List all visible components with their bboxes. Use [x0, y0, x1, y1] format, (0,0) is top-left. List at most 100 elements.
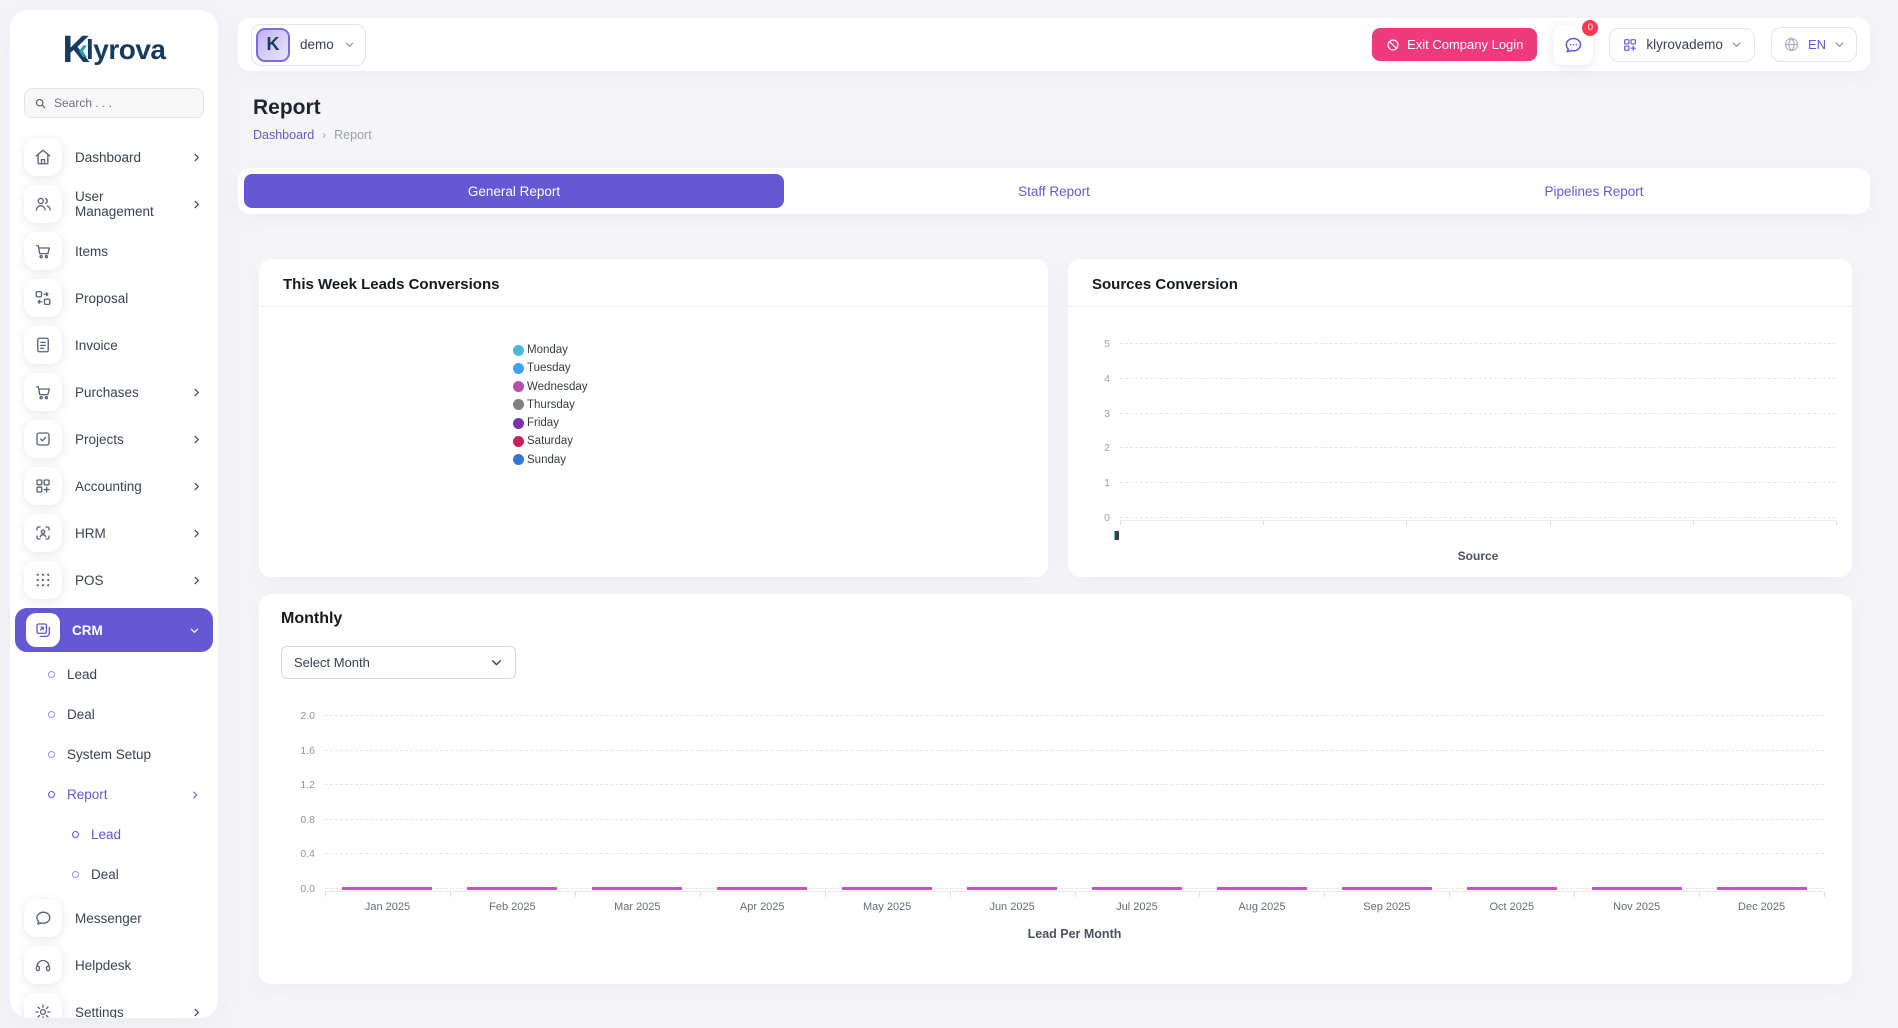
sidebar-item-proposal[interactable]: Proposal	[24, 279, 204, 317]
sidebar-subitem-label: Deal	[91, 867, 204, 882]
bar	[1467, 887, 1557, 890]
y-axis-tick-label: 5	[1084, 338, 1110, 350]
x-axis-tick	[1574, 892, 1575, 897]
bar	[467, 887, 557, 890]
sidebar-item-label: Proposal	[75, 291, 204, 306]
bar-slot	[450, 887, 575, 890]
divider	[259, 306, 1048, 307]
sidebar-item-pos[interactable]: POS	[24, 561, 204, 599]
x-axis-tick	[1120, 521, 1121, 525]
tab-general-report[interactable]: General Report	[244, 174, 784, 208]
tab-pipelines-report[interactable]: Pipelines Report	[1324, 174, 1864, 208]
sidebar-item-user-management[interactable]: User Management	[24, 185, 204, 223]
sidebar-item-invoice[interactable]: Invoice	[24, 326, 204, 364]
bar-slot	[575, 887, 700, 890]
x-axis-tick-label: Sep 2025	[1324, 901, 1449, 913]
x-axis-tick-label: May 2025	[825, 901, 950, 913]
sidebar-item-messenger[interactable]: Messenger	[24, 899, 204, 937]
sidebar-item-purchases[interactable]: Purchases	[24, 373, 204, 411]
breadcrumb-dashboard-link[interactable]: Dashboard	[253, 128, 314, 142]
search-input[interactable]	[54, 96, 194, 110]
select-month-dropdown[interactable]: Select Month	[281, 646, 516, 679]
sidebar-subitem-label: System Setup	[67, 747, 204, 762]
select-month-value: Select Month	[294, 655, 370, 670]
sidebar-subitem-label: Lead	[67, 667, 204, 682]
x-axis-tick	[1693, 521, 1694, 525]
chevron-right-icon	[191, 1007, 202, 1018]
sidebar-subitem-report[interactable]: Report	[24, 779, 204, 810]
language-label: EN	[1808, 37, 1826, 52]
legend-marker	[513, 381, 524, 392]
sidebar-item-accounting[interactable]: Accounting	[24, 467, 204, 505]
home-icon	[24, 138, 62, 176]
sidebar-item-dashboard[interactable]: Dashboard	[24, 138, 204, 176]
bullet-circle-icon	[72, 831, 79, 838]
sidebar-item-label: Projects	[75, 432, 178, 447]
sidebar-subitem-label: Report	[67, 787, 178, 802]
sidebar-item-helpdesk[interactable]: Helpdesk	[24, 946, 204, 984]
monthly-x-labels: Jan 2025Feb 2025Mar 2025Apr 2025May 2025…	[325, 901, 1824, 913]
sources-axis-title: Source	[1120, 549, 1836, 563]
x-axis-tick-label: Dec 2025	[1699, 901, 1824, 913]
sidebar-subitem-report-deal[interactable]: Deal	[24, 859, 204, 890]
chevron-right-icon	[190, 790, 200, 800]
legend-marker	[513, 436, 524, 447]
sidebar-subitem-deal[interactable]: Deal	[24, 699, 204, 730]
user-menu[interactable]: klyrovademo	[1609, 28, 1755, 62]
bullet-circle-icon	[48, 791, 55, 798]
x-axis-tick	[1824, 892, 1825, 897]
sidebar-subitem-lead[interactable]: Lead	[24, 659, 204, 690]
chat-icon	[24, 899, 62, 937]
username: klyrovademo	[1646, 37, 1723, 52]
chevron-down-icon	[1834, 39, 1845, 50]
bullet-circle-icon	[48, 671, 55, 678]
monthly-title: Monthly	[281, 610, 1830, 628]
x-axis-tick	[950, 892, 951, 897]
legend-marker	[513, 454, 524, 465]
crm-icon	[26, 613, 60, 647]
notifications-button[interactable]: 0	[1553, 25, 1593, 65]
x-axis-tick-label: Mar 2025	[575, 901, 700, 913]
y-axis-tick-label: 0	[1084, 512, 1110, 524]
legend-label: Friday	[527, 417, 559, 429]
sidebar-subitem-report-lead[interactable]: Lead	[24, 819, 204, 850]
x-axis-tick	[1075, 892, 1076, 897]
legend-item[interactable]: Saturday	[513, 434, 588, 448]
invoice-icon	[24, 326, 62, 364]
bar-slot	[1449, 887, 1574, 890]
sidebar-item-crm[interactable]: CRM	[15, 608, 213, 652]
legend-item[interactable]: Sunday	[513, 453, 588, 467]
y-axis-tick-label: 1.6	[281, 745, 315, 757]
sidebar-item-label: Invoice	[75, 338, 204, 353]
legend-marker	[513, 363, 524, 374]
brand-logo[interactable]: K‹lyrova	[24, 28, 204, 72]
y-axis-tick-label: 1.2	[281, 779, 315, 791]
sidebar-subitem-system-setup[interactable]: System Setup	[24, 739, 204, 770]
y-axis-tick-label: 3	[1084, 408, 1110, 420]
legend-item[interactable]: Wednesday	[513, 380, 588, 394]
sidebar-item-items[interactable]: Items	[24, 232, 204, 270]
sidebar-item-hrm[interactable]: HRM	[24, 514, 204, 552]
legend-item[interactable]: Thursday	[513, 398, 588, 412]
cart-icon	[24, 373, 62, 411]
ban-icon	[1386, 38, 1400, 52]
sidebar-item-label: Settings	[75, 1005, 178, 1019]
sidebar-item-projects[interactable]: Projects	[24, 420, 204, 458]
exit-company-login-button[interactable]: Exit Company Login	[1372, 28, 1537, 61]
sidebar-item-label: Purchases	[75, 385, 178, 400]
x-axis-tick-label: Jun 2025	[950, 901, 1075, 913]
page-title: Report	[253, 96, 372, 120]
company-switcher[interactable]: K demo	[251, 24, 366, 66]
x-axis-tick-label: Oct 2025	[1449, 901, 1574, 913]
sidebar-item-settings[interactable]: Settings	[24, 993, 204, 1018]
legend-item[interactable]: Friday	[513, 416, 588, 430]
legend-marker	[513, 418, 524, 429]
notification-badge: 0	[1582, 20, 1598, 36]
legend-label: Tuesday	[527, 362, 571, 374]
tab-staff-report[interactable]: Staff Report	[784, 174, 1324, 208]
legend-item[interactable]: Monday	[513, 343, 588, 357]
x-axis-tick	[1699, 892, 1700, 897]
gear-icon	[24, 993, 62, 1018]
language-selector[interactable]: EN	[1771, 27, 1857, 62]
legend-item[interactable]: Tuesday	[513, 361, 588, 375]
